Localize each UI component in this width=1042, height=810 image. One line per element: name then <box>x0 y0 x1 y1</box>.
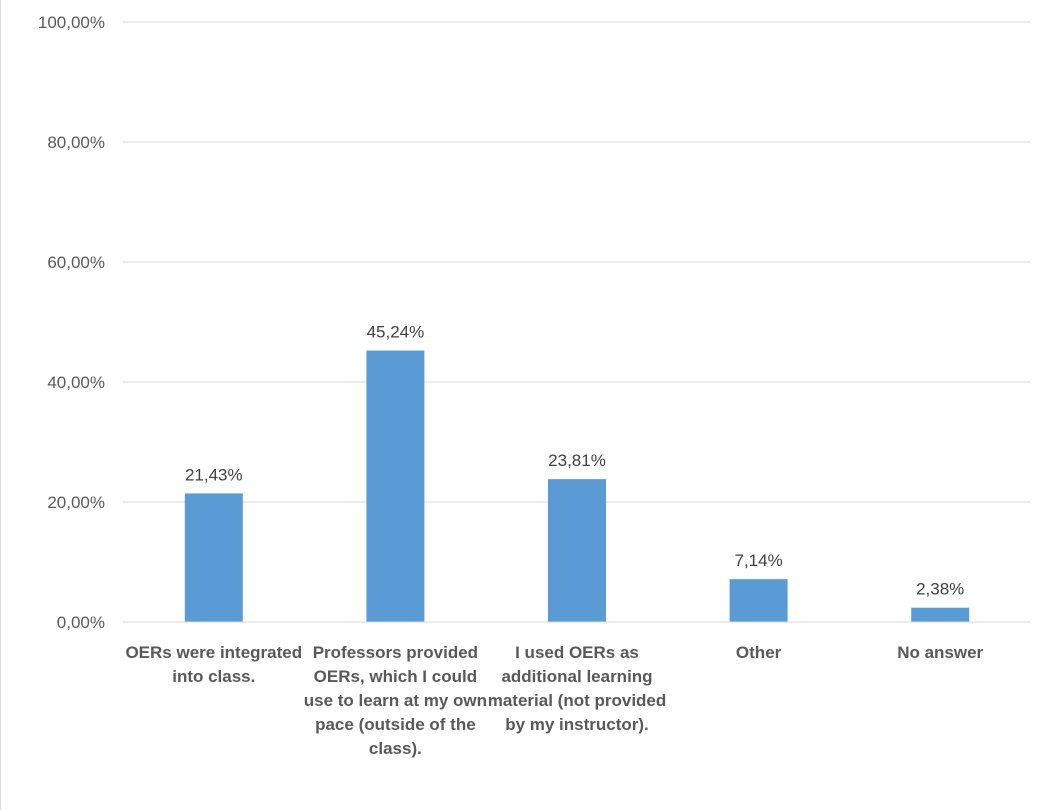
data-label: 21,43% <box>185 465 243 484</box>
bar <box>911 607 970 622</box>
y-tick-label: 80,00% <box>47 133 105 152</box>
x-category-label: Professors provided OERs, which I could … <box>303 643 488 758</box>
x-category-label: OERs were integrated into class. <box>125 643 303 686</box>
data-label: 2,38% <box>916 580 964 599</box>
y-tick-label: 100,00% <box>38 13 105 32</box>
data-label: 7,14% <box>734 551 782 570</box>
x-category-label: I used OERs as additional learning mater… <box>487 643 667 734</box>
data-label: 45,24% <box>367 323 425 342</box>
y-tick-label: 0,00% <box>57 613 105 632</box>
x-category-label: No answer <box>897 643 984 662</box>
data-label: 23,81% <box>548 451 606 470</box>
bar <box>729 579 788 622</box>
y-tick-label: 60,00% <box>47 253 105 272</box>
y-tick-label: 40,00% <box>47 373 105 392</box>
bar <box>184 493 243 622</box>
bar <box>548 479 606 622</box>
x-category-label: Other <box>735 643 782 662</box>
y-tick-label: 20,00% <box>47 493 105 512</box>
bar <box>366 350 425 622</box>
